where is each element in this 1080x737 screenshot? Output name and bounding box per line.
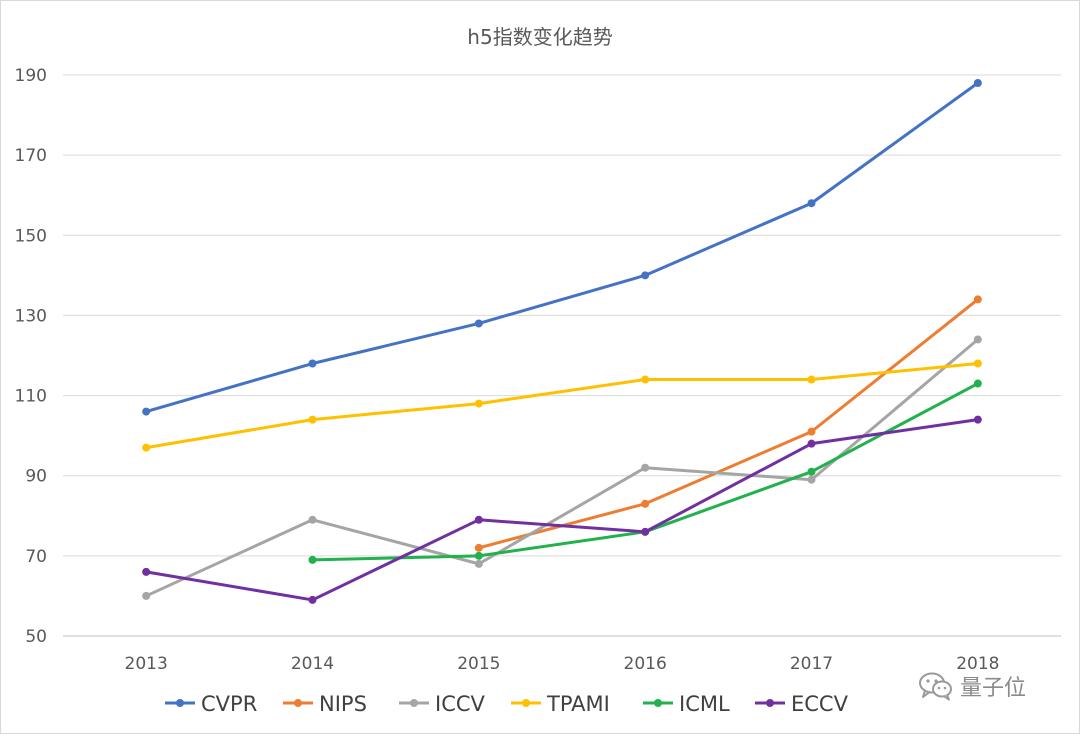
data-point [973,79,982,88]
y-tick-label: 150 [15,226,47,246]
data-point [474,543,483,552]
legend-item-iccv: ICCV [399,692,486,716]
legend-marker [654,699,662,707]
legend-label: ECCV [791,692,849,716]
legend-marker [176,699,184,707]
x-tick-label: 2018 [956,654,999,674]
legend-marker [294,699,302,707]
y-axis-ticks: 50 70 90 110 130 150 170 190 [15,66,47,647]
series-eccv [142,415,982,604]
y-tick-label: 190 [15,66,47,86]
data-point [474,515,483,524]
data-point [807,475,816,484]
wechat-icon [919,672,952,701]
data-point [308,359,317,368]
series-line [144,81,980,414]
data-point [142,407,151,416]
data-point [641,527,650,536]
series-line [144,362,980,450]
legend-marker [766,699,774,707]
legend-label: CVPR [201,692,257,716]
legend-label: TPAMI [546,692,610,716]
y-tick-label: 70 [25,547,47,567]
legend-item-nips: NIPS [283,692,367,716]
data-point [308,555,317,564]
legend: CVPR NIPS ICCV TPAMI ICML ECCV [165,692,849,716]
data-point [308,595,317,604]
x-tick-label: 2015 [457,654,500,674]
data-point [973,335,982,344]
y-tick-label: 90 [25,467,47,487]
data-point [641,499,650,508]
legend-item-eccv: ECCV [755,692,849,716]
y-tick-label: 110 [15,387,47,407]
data-point [973,359,982,368]
data-point [973,379,982,388]
legend-marker [410,699,418,707]
x-tick-label: 2013 [125,654,168,674]
legend-label: ICCV [435,692,486,716]
data-point [142,443,151,452]
data-point [308,515,317,524]
data-point [641,375,650,384]
series-icml [308,379,982,564]
series-layer [142,79,982,604]
watermark: 量子位 [918,670,1026,702]
x-axis-ticks: 2013 2014 2015 2016 2017 2018 [125,654,1000,674]
data-point [474,319,483,328]
watermark-text: 量子位 [960,676,1027,701]
data-point [474,399,483,408]
legend-item-icml: ICML [643,692,730,716]
chart-title: h5指数变化趋势 [467,25,612,49]
y-tick-label: 130 [15,306,47,326]
data-point [807,375,816,384]
x-tick-label: 2016 [624,654,667,674]
data-point [474,559,483,568]
grid-layer [63,74,1061,637]
legend-marker [522,699,530,707]
data-point [142,567,151,576]
legend-label: NIPS [319,692,367,716]
data-point [641,271,650,280]
series-line [144,337,980,598]
legend-label: ICML [679,692,730,716]
series-cvpr [142,79,982,416]
data-point [807,427,816,436]
data-point [807,467,816,476]
y-tick-label: 170 [15,146,47,166]
data-point [641,463,650,472]
y-tick-label: 50 [25,627,47,647]
series-line [144,418,980,602]
data-point [308,415,317,424]
legend-item-cvpr: CVPR [165,692,257,716]
data-point [807,439,816,448]
data-point [474,551,483,560]
series-tpami [142,359,982,452]
data-point [807,199,816,208]
data-point [973,295,982,304]
legend-item-tpami: TPAMI [511,692,610,716]
data-point [973,415,982,424]
data-point [142,591,151,600]
x-tick-label: 2017 [790,654,833,674]
x-tick-label: 2014 [291,654,334,674]
series-nips [474,295,982,552]
